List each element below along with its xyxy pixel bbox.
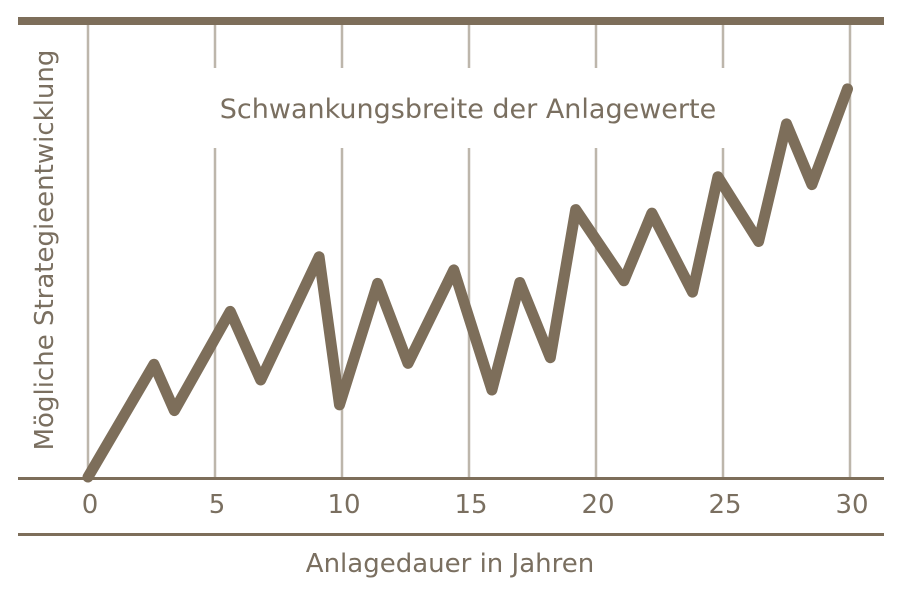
x-tick-labels: 0 5 10 15 20 25 30 <box>82 490 869 520</box>
x-tick-label: 15 <box>454 490 487 520</box>
top-border <box>18 17 884 25</box>
x-tick-label: 10 <box>327 490 360 520</box>
xlabel-separator <box>18 533 884 536</box>
x-tick-label: 30 <box>835 490 868 520</box>
x-tick-label: 20 <box>581 490 614 520</box>
x-tick-label: 0 <box>82 490 99 520</box>
title-backdrop <box>150 68 790 148</box>
series-line <box>82 83 853 483</box>
x-tick-label: 25 <box>708 490 741 520</box>
x-tick-label: 5 <box>209 490 226 520</box>
y-axis-label: Mögliche Strategieentwicklung <box>30 50 60 451</box>
x-axis-label: Anlagedauer in Jahren <box>306 549 594 579</box>
x-axis-line <box>18 477 884 480</box>
chart-title: Schwankungsbreite der Anlagewerte <box>220 94 716 125</box>
